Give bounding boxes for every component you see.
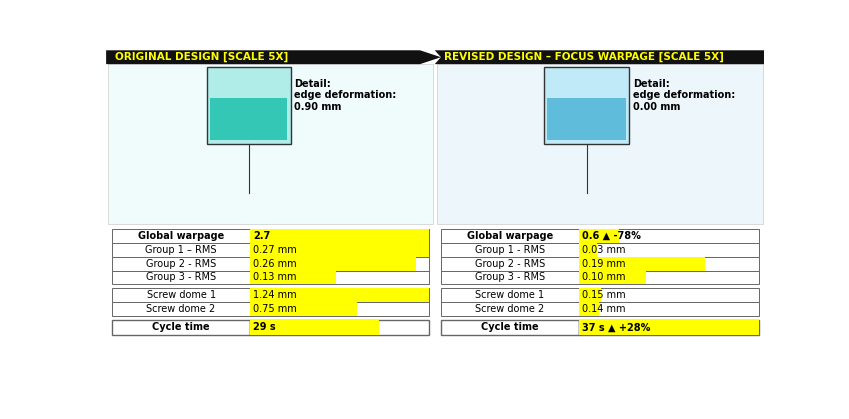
Text: 0.19 mm: 0.19 mm	[582, 259, 626, 269]
Bar	[250, 257, 416, 271]
Text: Cycle time: Cycle time	[152, 323, 210, 333]
Bar	[579, 302, 599, 316]
Bar	[250, 320, 429, 335]
Bar	[250, 288, 429, 302]
Bar	[579, 302, 759, 316]
Bar	[250, 302, 429, 316]
Bar	[108, 64, 433, 223]
Bar	[112, 302, 250, 316]
Bar	[250, 288, 429, 302]
Text: 0.10 mm: 0.10 mm	[582, 272, 626, 282]
Bar	[112, 229, 250, 243]
Bar	[250, 302, 357, 316]
Text: Cycle time: Cycle time	[481, 323, 539, 333]
Text: 0.15 mm: 0.15 mm	[582, 290, 626, 300]
Bar	[579, 229, 759, 243]
Bar	[544, 67, 629, 144]
Bar	[579, 257, 759, 271]
Text: Global warpage: Global warpage	[138, 231, 224, 241]
Text: 0.6 ▲ -78%: 0.6 ▲ -78%	[582, 231, 641, 241]
Text: Screw dome 2: Screw dome 2	[475, 304, 545, 314]
Text: 0.27 mm: 0.27 mm	[253, 245, 296, 255]
Bar	[112, 320, 250, 335]
Bar	[250, 229, 429, 243]
Bar	[579, 288, 759, 302]
Text: 0.75 mm: 0.75 mm	[253, 304, 296, 314]
Text: Screw dome 1: Screw dome 1	[475, 290, 544, 300]
Bar	[441, 229, 579, 243]
Bar	[579, 288, 601, 302]
Text: ORIGINAL DESIGN [SCALE 5X]: ORIGINAL DESIGN [SCALE 5X]	[115, 52, 289, 62]
Bar	[112, 288, 250, 302]
Bar	[441, 271, 579, 285]
Text: 0.13 mm: 0.13 mm	[253, 272, 296, 282]
Text: 37 s ▲ +28%: 37 s ▲ +28%	[582, 323, 650, 333]
Polygon shape	[106, 50, 441, 64]
Text: Detail:
edge deformation:
0.90 mm: Detail: edge deformation: 0.90 mm	[295, 79, 396, 112]
Bar	[250, 229, 429, 243]
Text: Screw dome 2: Screw dome 2	[147, 304, 216, 314]
Bar	[112, 271, 250, 285]
Text: Group 2 - RMS: Group 2 - RMS	[475, 259, 545, 269]
Bar	[579, 257, 705, 271]
Text: Global warpage: Global warpage	[467, 231, 554, 241]
Bar	[250, 243, 429, 257]
Text: 2.7: 2.7	[253, 231, 270, 241]
Bar	[437, 64, 762, 223]
Bar	[250, 243, 429, 257]
Bar	[250, 320, 379, 335]
Bar	[250, 271, 335, 285]
Bar	[441, 257, 579, 271]
Text: Detail:
edge deformation:
0.00 mm: Detail: edge deformation: 0.00 mm	[633, 79, 735, 112]
Bar	[210, 98, 288, 140]
Text: 0.03 mm: 0.03 mm	[582, 245, 626, 255]
Bar	[579, 271, 759, 285]
Text: Group 3 - RMS: Group 3 - RMS	[146, 272, 216, 282]
Bar	[441, 288, 579, 302]
Bar	[250, 271, 429, 285]
Bar	[207, 67, 290, 144]
Bar	[441, 302, 579, 316]
Text: 1.24 mm: 1.24 mm	[253, 290, 296, 300]
Text: 0.26 mm: 0.26 mm	[253, 259, 296, 269]
Bar	[579, 229, 619, 243]
Polygon shape	[435, 50, 764, 64]
Bar	[579, 320, 759, 335]
Bar	[579, 243, 597, 257]
Bar	[547, 98, 627, 140]
Text: Group 1 - RMS: Group 1 - RMS	[475, 245, 545, 255]
Text: REVISED DESIGN – FOCUS WARPAGE [SCALE 5X]: REVISED DESIGN – FOCUS WARPAGE [SCALE 5X…	[444, 52, 724, 62]
Text: Group 3 - RMS: Group 3 - RMS	[475, 272, 545, 282]
Bar	[579, 243, 759, 257]
Text: 0.14 mm: 0.14 mm	[582, 304, 626, 314]
Bar	[112, 243, 250, 257]
Bar	[441, 243, 579, 257]
Bar	[112, 257, 250, 271]
Text: 29 s: 29 s	[253, 323, 276, 333]
Text: Screw dome 1: Screw dome 1	[147, 290, 216, 300]
Text: Group 2 - RMS: Group 2 - RMS	[146, 259, 216, 269]
Bar	[250, 257, 429, 271]
Text: Group 1 – RMS: Group 1 – RMS	[145, 245, 216, 255]
Bar	[579, 320, 759, 335]
Bar	[441, 320, 579, 335]
Bar	[579, 271, 645, 285]
